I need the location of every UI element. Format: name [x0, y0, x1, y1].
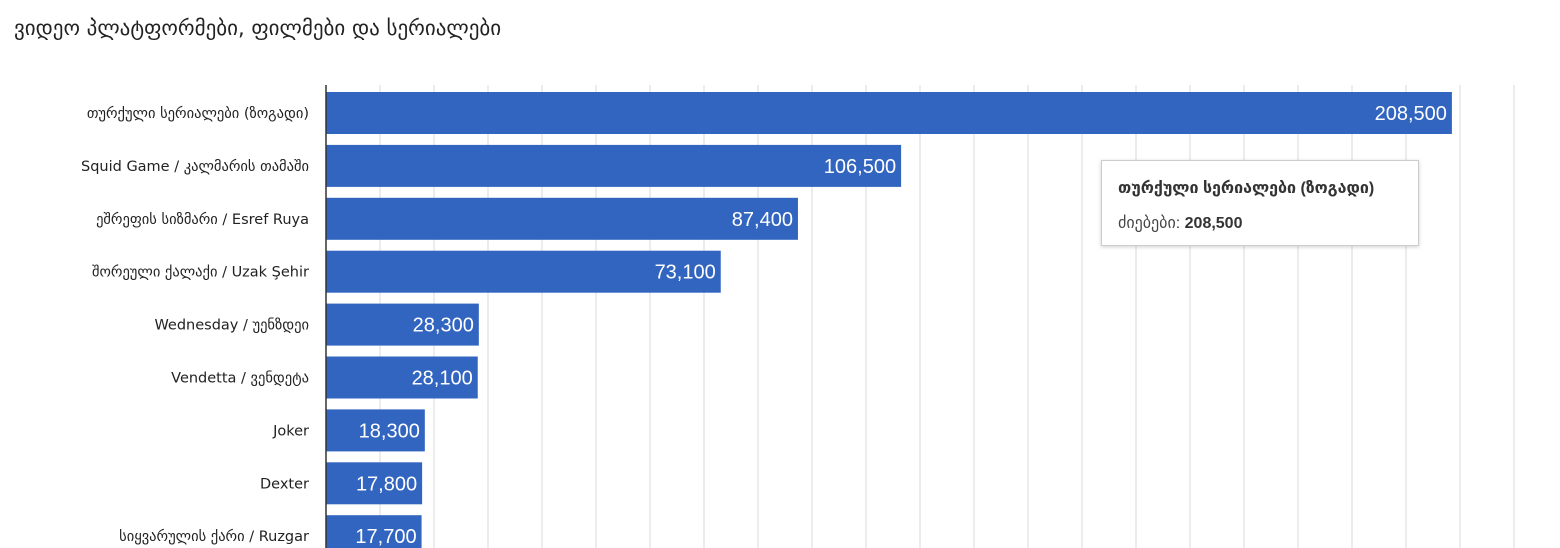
- chart-title: ვიდეო პლატფორმები, ფილმები და სერიალები: [14, 16, 502, 40]
- bar[interactable]: [326, 197, 798, 240]
- bar[interactable]: [326, 462, 423, 505]
- bar[interactable]: [326, 356, 478, 399]
- category-labels: თურქული სერიალები (ზოგადი) Squid Game / კ…: [81, 105, 309, 545]
- tooltip-label: ძიებები:: [1118, 215, 1181, 232]
- bar[interactable]: [326, 303, 479, 346]
- tooltip-title: თურქული სერიალები (ზოგადი): [1118, 180, 1375, 197]
- bar-value-label: 28,300: [413, 315, 474, 337]
- category-label: ეშრეფის სიზმარი / Esref Ruya: [96, 211, 309, 228]
- bar-value-label: 73,100: [655, 262, 716, 284]
- bar-value-label: 106,500: [824, 156, 896, 178]
- bar-value-label: 17,800: [356, 473, 417, 495]
- category-label: Dexter: [260, 476, 309, 492]
- category-label: Squid Game / კალმარის თამაში: [81, 158, 309, 175]
- bar[interactable]: [326, 515, 422, 548]
- bar-value-label: 18,300: [359, 420, 420, 442]
- bar-value-label: 87,400: [732, 209, 793, 231]
- bar-value-label: 28,100: [412, 368, 473, 390]
- bar[interactable]: [326, 250, 721, 293]
- category-label: სიყვარულის ქარი / Ruzgar: [119, 528, 309, 545]
- category-label: შორეული ქალაქი / Uzak Şehir: [92, 264, 309, 281]
- bars: 208,500 106,500 87,400 73,100 28,300 28,100 18…: [326, 92, 1452, 548]
- bar-value-label: 208,500: [1375, 103, 1447, 125]
- bar[interactable]: [326, 92, 1452, 134]
- tooltip-value: 208,500: [1184, 215, 1243, 232]
- bar-tooltip: თურქული სერიალები (ზოგადი) ძიებები: 208,…: [1101, 160, 1419, 246]
- category-label: თურქული სერიალები (ზოგადი): [87, 105, 309, 122]
- category-label: Vendetta / ვენდეტა: [171, 371, 309, 387]
- bar[interactable]: [326, 409, 425, 452]
- bar-value-label: 17,700: [355, 526, 416, 548]
- tooltip-line: ძიებები: 208,500: [1118, 213, 1242, 233]
- category-label: Joker: [272, 423, 309, 439]
- category-label: Wednesday / უენზდეი: [154, 318, 309, 334]
- bar[interactable]: [326, 144, 902, 187]
